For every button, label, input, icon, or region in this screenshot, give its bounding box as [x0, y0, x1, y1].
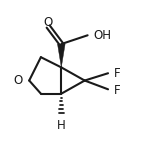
Text: O: O	[44, 16, 53, 29]
Text: F: F	[113, 67, 120, 80]
Text: H: H	[57, 119, 66, 132]
Text: OH: OH	[93, 29, 111, 42]
Polygon shape	[58, 44, 65, 67]
Text: F: F	[113, 84, 120, 97]
Text: O: O	[13, 74, 22, 87]
